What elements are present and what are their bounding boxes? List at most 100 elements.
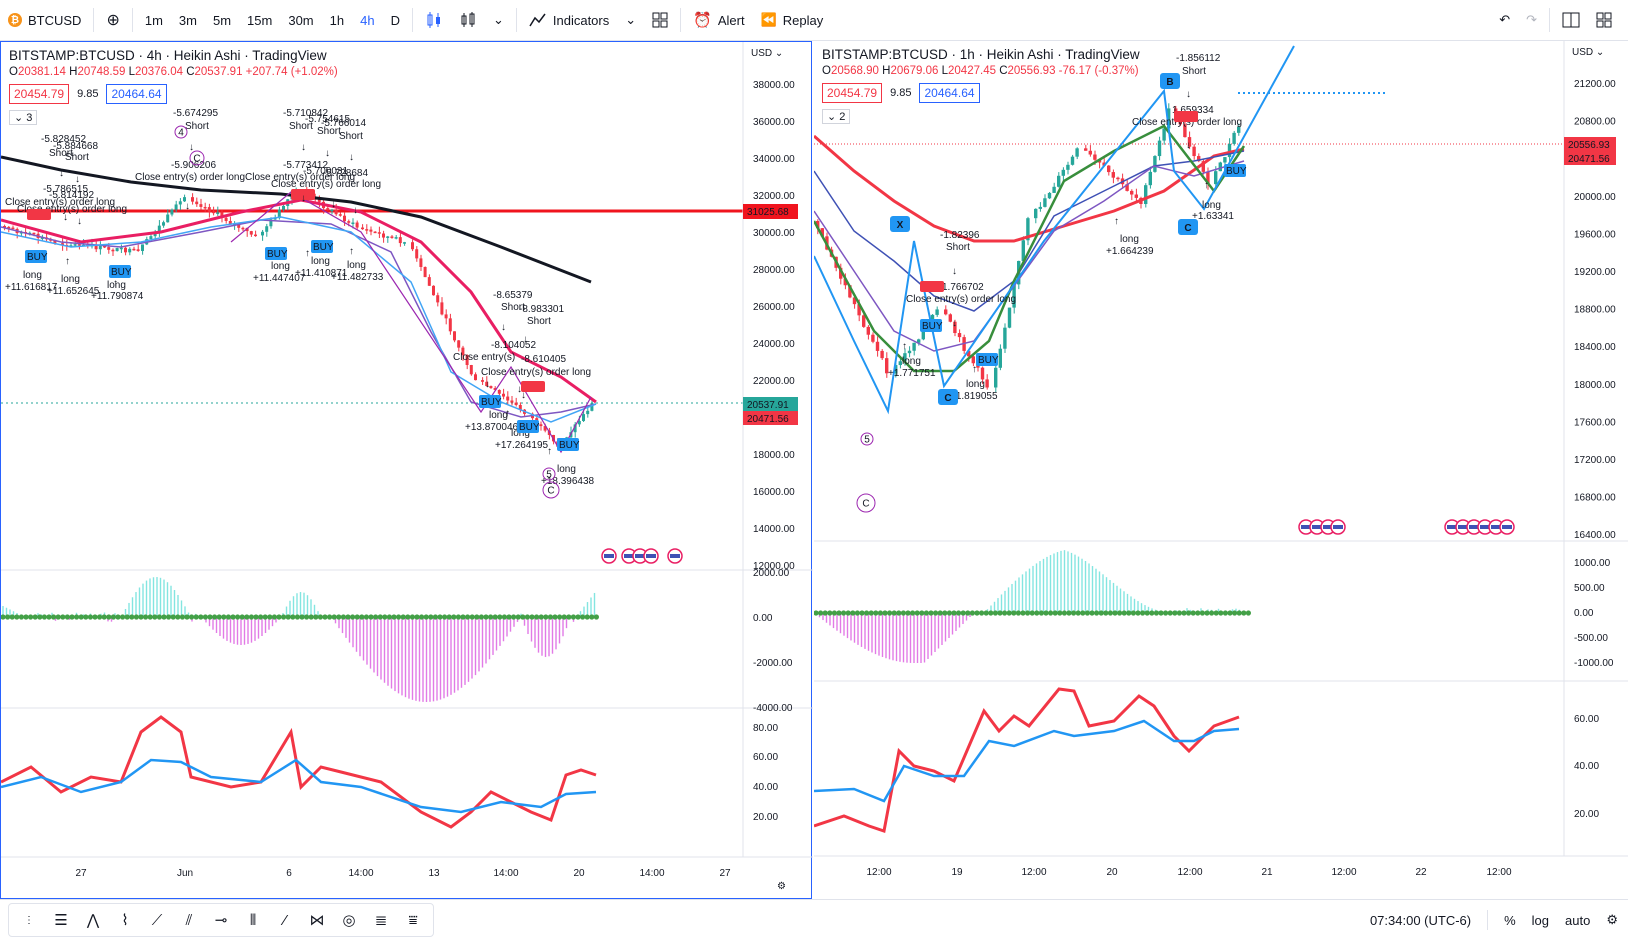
right-chart-canvas[interactable]: USD ⌄21200.0020800.0020400.0020000.00196…	[814, 41, 1628, 899]
zero-dot	[133, 614, 139, 620]
bitcoin-icon: ₿	[8, 13, 22, 27]
parallel-channel-icon[interactable]: ⫽	[185, 911, 193, 929]
zero-dot	[845, 610, 851, 616]
timeframe-3m[interactable]: 3m	[178, 12, 197, 28]
collapse-tools-icon[interactable]: ⋮	[24, 914, 34, 926]
clock-time[interactable]: 07:34:00 (UTC-6)	[1369, 912, 1472, 928]
us-flag-stripe	[1469, 525, 1479, 529]
zero-dot	[841, 610, 847, 616]
indicators-button[interactable]: Indicators	[521, 0, 617, 40]
candle-body	[69, 245, 73, 247]
layout-split-button[interactable]	[1554, 0, 1588, 40]
candle-body	[282, 205, 285, 210]
chart-pane-left[interactable]: BITSTAMP:BTCUSD · 4h · Heikin Ashi · Tra…	[0, 41, 813, 900]
time-tick-label: 6	[286, 868, 292, 879]
trade-annotation: Short	[501, 302, 525, 313]
candle-body	[415, 249, 419, 259]
elliott-wave-icon[interactable]: ⌇	[121, 912, 129, 929]
replay-button[interactable]: ⏪ Replay	[753, 0, 832, 40]
trade-annotation: Close entry(s) order long	[17, 204, 127, 215]
chart-pane-right[interactable]: BITSTAMP:BTCUSD · 1h · Heikin Ashi · Tra…	[814, 41, 1628, 899]
fib-retracement-icon[interactable]: ≣	[374, 912, 388, 929]
timeframe-5m[interactable]: 5m	[212, 12, 232, 28]
sell-price-button[interactable]: 20454.79	[822, 83, 883, 103]
zero-dot	[281, 614, 287, 620]
timeframe-30m[interactable]: 30m	[288, 12, 314, 28]
candle-body	[1162, 128, 1166, 141]
trade-annotation: long	[61, 274, 80, 285]
buy-price-button[interactable]: 20464.64	[919, 83, 980, 103]
settings-gear-icon[interactable]: ⚙	[1606, 912, 1618, 927]
fib-spiral-icon[interactable]: ◎	[342, 912, 356, 929]
timeframe-15m[interactable]: 15m	[247, 12, 273, 28]
abc-pattern-icon[interactable]: ⋀	[86, 912, 100, 929]
short-arrow-icon: ↓	[1186, 89, 1191, 100]
trend-line-icon[interactable]: ⟋	[151, 911, 163, 929]
pattern-point-marker	[1160, 73, 1180, 89]
osc1-tick-label: 0.00	[1574, 608, 1594, 619]
chart-type-bars-button[interactable]	[417, 0, 451, 40]
close-arrow-icon: ↓	[485, 379, 490, 390]
buy-sell-boxes: 20454.79 9.85 20464.64	[9, 84, 338, 104]
symbol-search[interactable]: ₿ BTCUSD	[0, 0, 89, 40]
chart-type-candles-button[interactable]	[451, 0, 485, 40]
zero-dot	[308, 614, 314, 620]
indicators-collapse-button[interactable]: ⌄ 3	[9, 110, 38, 125]
timeframe-1h[interactable]: 1h	[329, 12, 345, 28]
lines-tool-icon[interactable]: ☰	[54, 912, 68, 929]
zero-dot	[1209, 610, 1215, 616]
auto-scale-toggle[interactable]: auto	[1565, 912, 1591, 928]
layout-button[interactable]	[644, 0, 676, 40]
percent-scale-toggle[interactable]: %	[1504, 912, 1516, 928]
wave-label: 5	[864, 435, 870, 446]
add-symbol-button[interactable]: ⊕	[98, 0, 127, 40]
more-layout-button[interactable]	[1588, 0, 1620, 40]
osc1-tick-label: 0.00	[753, 613, 773, 624]
redo-button[interactable]: ↷	[1518, 0, 1545, 40]
zero-dot	[910, 610, 916, 616]
zero-dot	[336, 614, 342, 620]
timeframe-1m[interactable]: 1m	[144, 12, 163, 28]
trade-annotation: +18.396438	[541, 476, 595, 487]
wave-circle	[542, 481, 560, 499]
ohlc-values: O20381.14 H20748.59 L20376.04 C20537.91 …	[9, 66, 338, 78]
alert-button[interactable]: ⏰ Alert	[685, 0, 752, 40]
indicators-collapse-button[interactable]: ⌄ 2	[822, 109, 851, 124]
log-scale-toggle[interactable]: log	[1531, 912, 1550, 928]
candle-body	[917, 339, 921, 343]
candle-body	[980, 367, 985, 380]
candle-body	[212, 211, 215, 214]
buy-signal-box	[311, 240, 333, 253]
sell-price-button[interactable]: 20454.79	[9, 84, 70, 104]
left-chart-canvas[interactable]: USD ⌄38000.0036000.0034000.0032000.00300…	[1, 42, 813, 900]
indicators-dropdown[interactable]: ⌄	[617, 0, 644, 40]
buy-price-button[interactable]: 20464.64	[106, 84, 167, 104]
candle-body	[493, 388, 497, 390]
spread-value: 9.85	[77, 88, 99, 100]
xabcd-pattern-icon[interactable]: ⋈	[309, 912, 325, 929]
candle-body	[1057, 175, 1061, 187]
timeframe-d[interactable]: D	[390, 12, 400, 28]
zero-dot	[882, 610, 888, 616]
wave-circle	[542, 467, 556, 481]
trade-annotation: +13.870046	[465, 422, 519, 433]
ray-icon[interactable]: ⁄	[283, 911, 287, 929]
timeframe-4h[interactable]: 4h	[360, 12, 375, 28]
candle-body	[3, 226, 6, 228]
zero-dot	[193, 614, 199, 620]
osc1-tick-label: -500.00	[1574, 633, 1608, 644]
zero-dot	[202, 614, 208, 620]
horizontal-ray-icon[interactable]: ⊸	[214, 912, 228, 929]
pattern-point-label: X	[897, 220, 904, 231]
buy-signal-label: BUY	[111, 267, 132, 278]
candle-body	[1007, 307, 1012, 328]
price-tick-label: 16000.00	[753, 487, 795, 498]
bars-pattern-icon[interactable]: ⦀	[249, 911, 257, 929]
us-flag-stripe	[1502, 525, 1512, 529]
zero-dot	[1112, 610, 1118, 616]
fib-channel-icon[interactable]: ⩸	[408, 911, 418, 929]
chart-type-dropdown[interactable]: ⌄	[485, 0, 512, 40]
undo-button[interactable]: ↶	[1491, 0, 1518, 40]
zero-dot	[873, 610, 879, 616]
candle-body	[816, 221, 820, 229]
